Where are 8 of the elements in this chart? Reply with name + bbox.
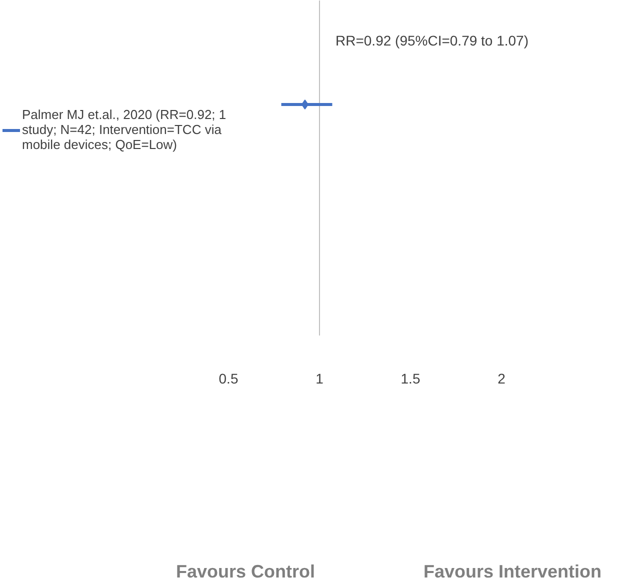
legend-label: Palmer MJ et.al., 2020 (RR=0.92; 1 study; N=42; Intervention=TCC via mobile devices; QoE=Low) (22, 107, 226, 152)
text: Favours Intervention (423, 562, 602, 582)
x-tick-label: 2 (498, 370, 506, 386)
x-tick-label: 0.5 (218, 370, 238, 386)
text: Favours Control (176, 562, 316, 582)
x-tick-label: 1 (316, 370, 324, 386)
annotation: RR=0.92 (95%CI=0.79 to 1.07) (336, 32, 529, 48)
x-tick-label: 1.5 (400, 370, 420, 386)
